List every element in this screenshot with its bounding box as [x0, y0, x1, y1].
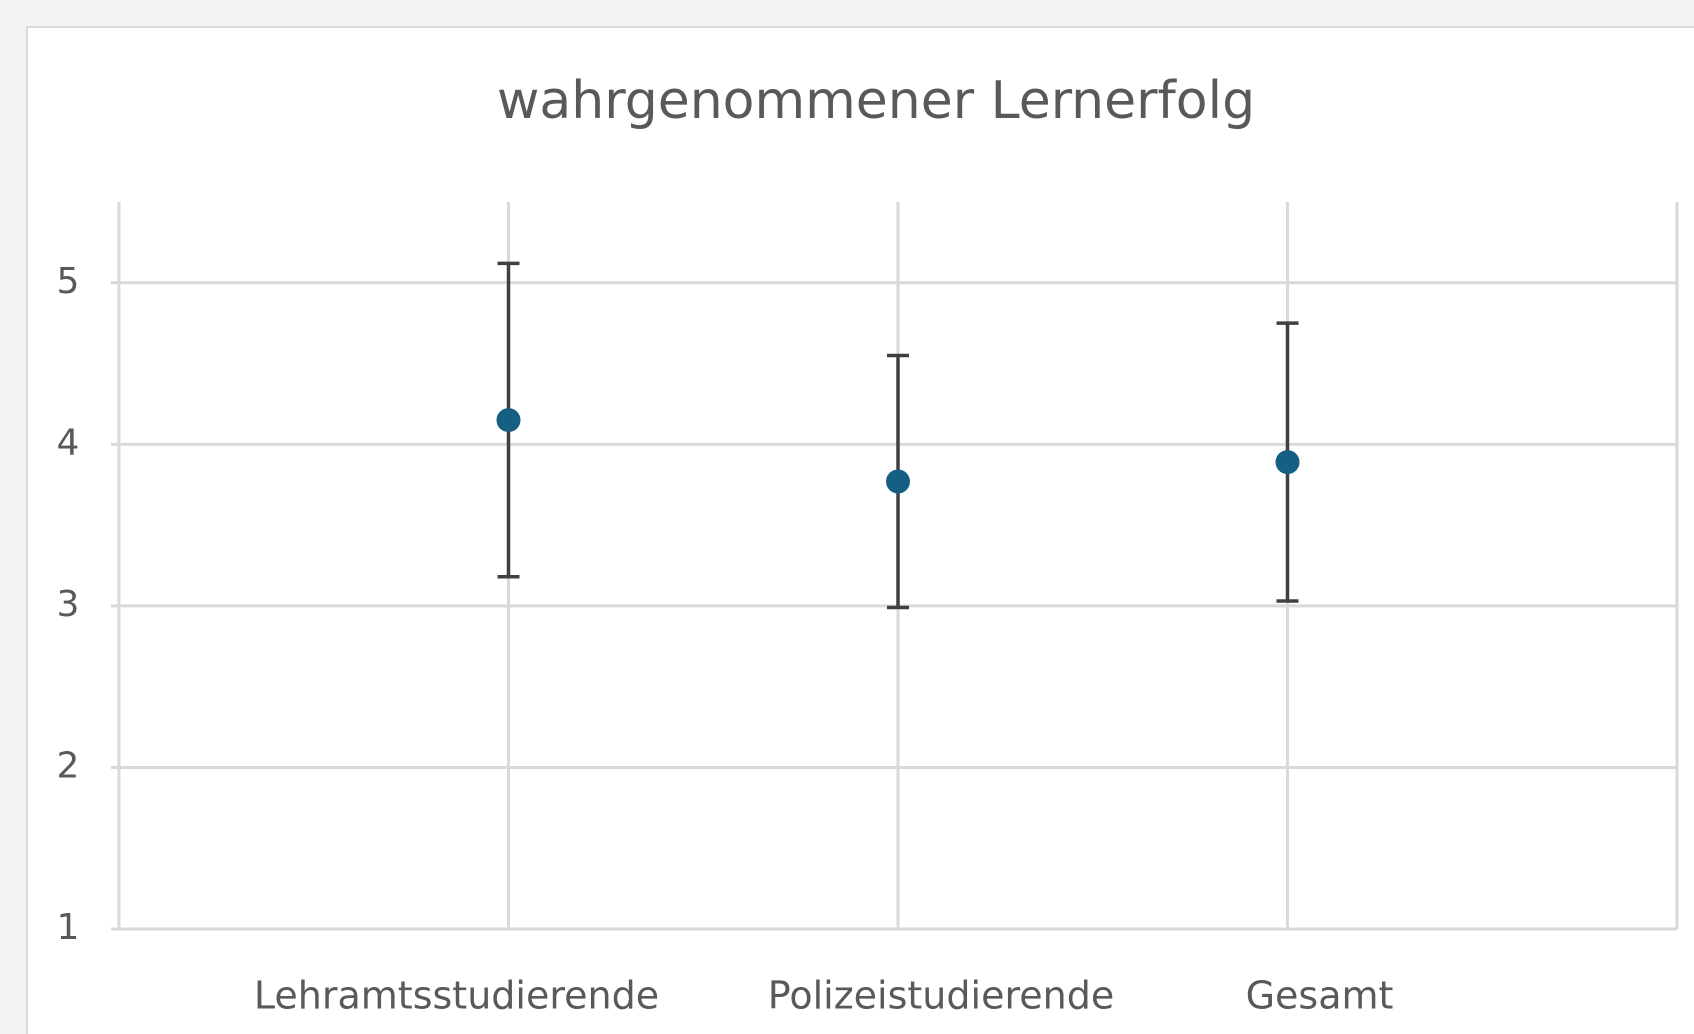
point — [886, 469, 910, 494]
x-category-label: Polizeistudierende — [768, 974, 1114, 1018]
chart-panel — [26, 26, 1694, 1034]
y-tick-label: 2 — [57, 745, 80, 786]
x-category-label: Gesamt — [1246, 974, 1394, 1018]
point — [496, 408, 521, 433]
y-tick-label: 3 — [57, 584, 80, 625]
chart-title: wahrgenommener Lernerfolg — [497, 71, 1255, 131]
x-category-label: Lehramtsstudierende — [254, 974, 659, 1018]
y-tick-label: 5 — [57, 261, 80, 302]
y-tick-label: 4 — [57, 422, 80, 463]
y-tick-label: 1 — [57, 907, 80, 948]
point — [1275, 450, 1300, 475]
